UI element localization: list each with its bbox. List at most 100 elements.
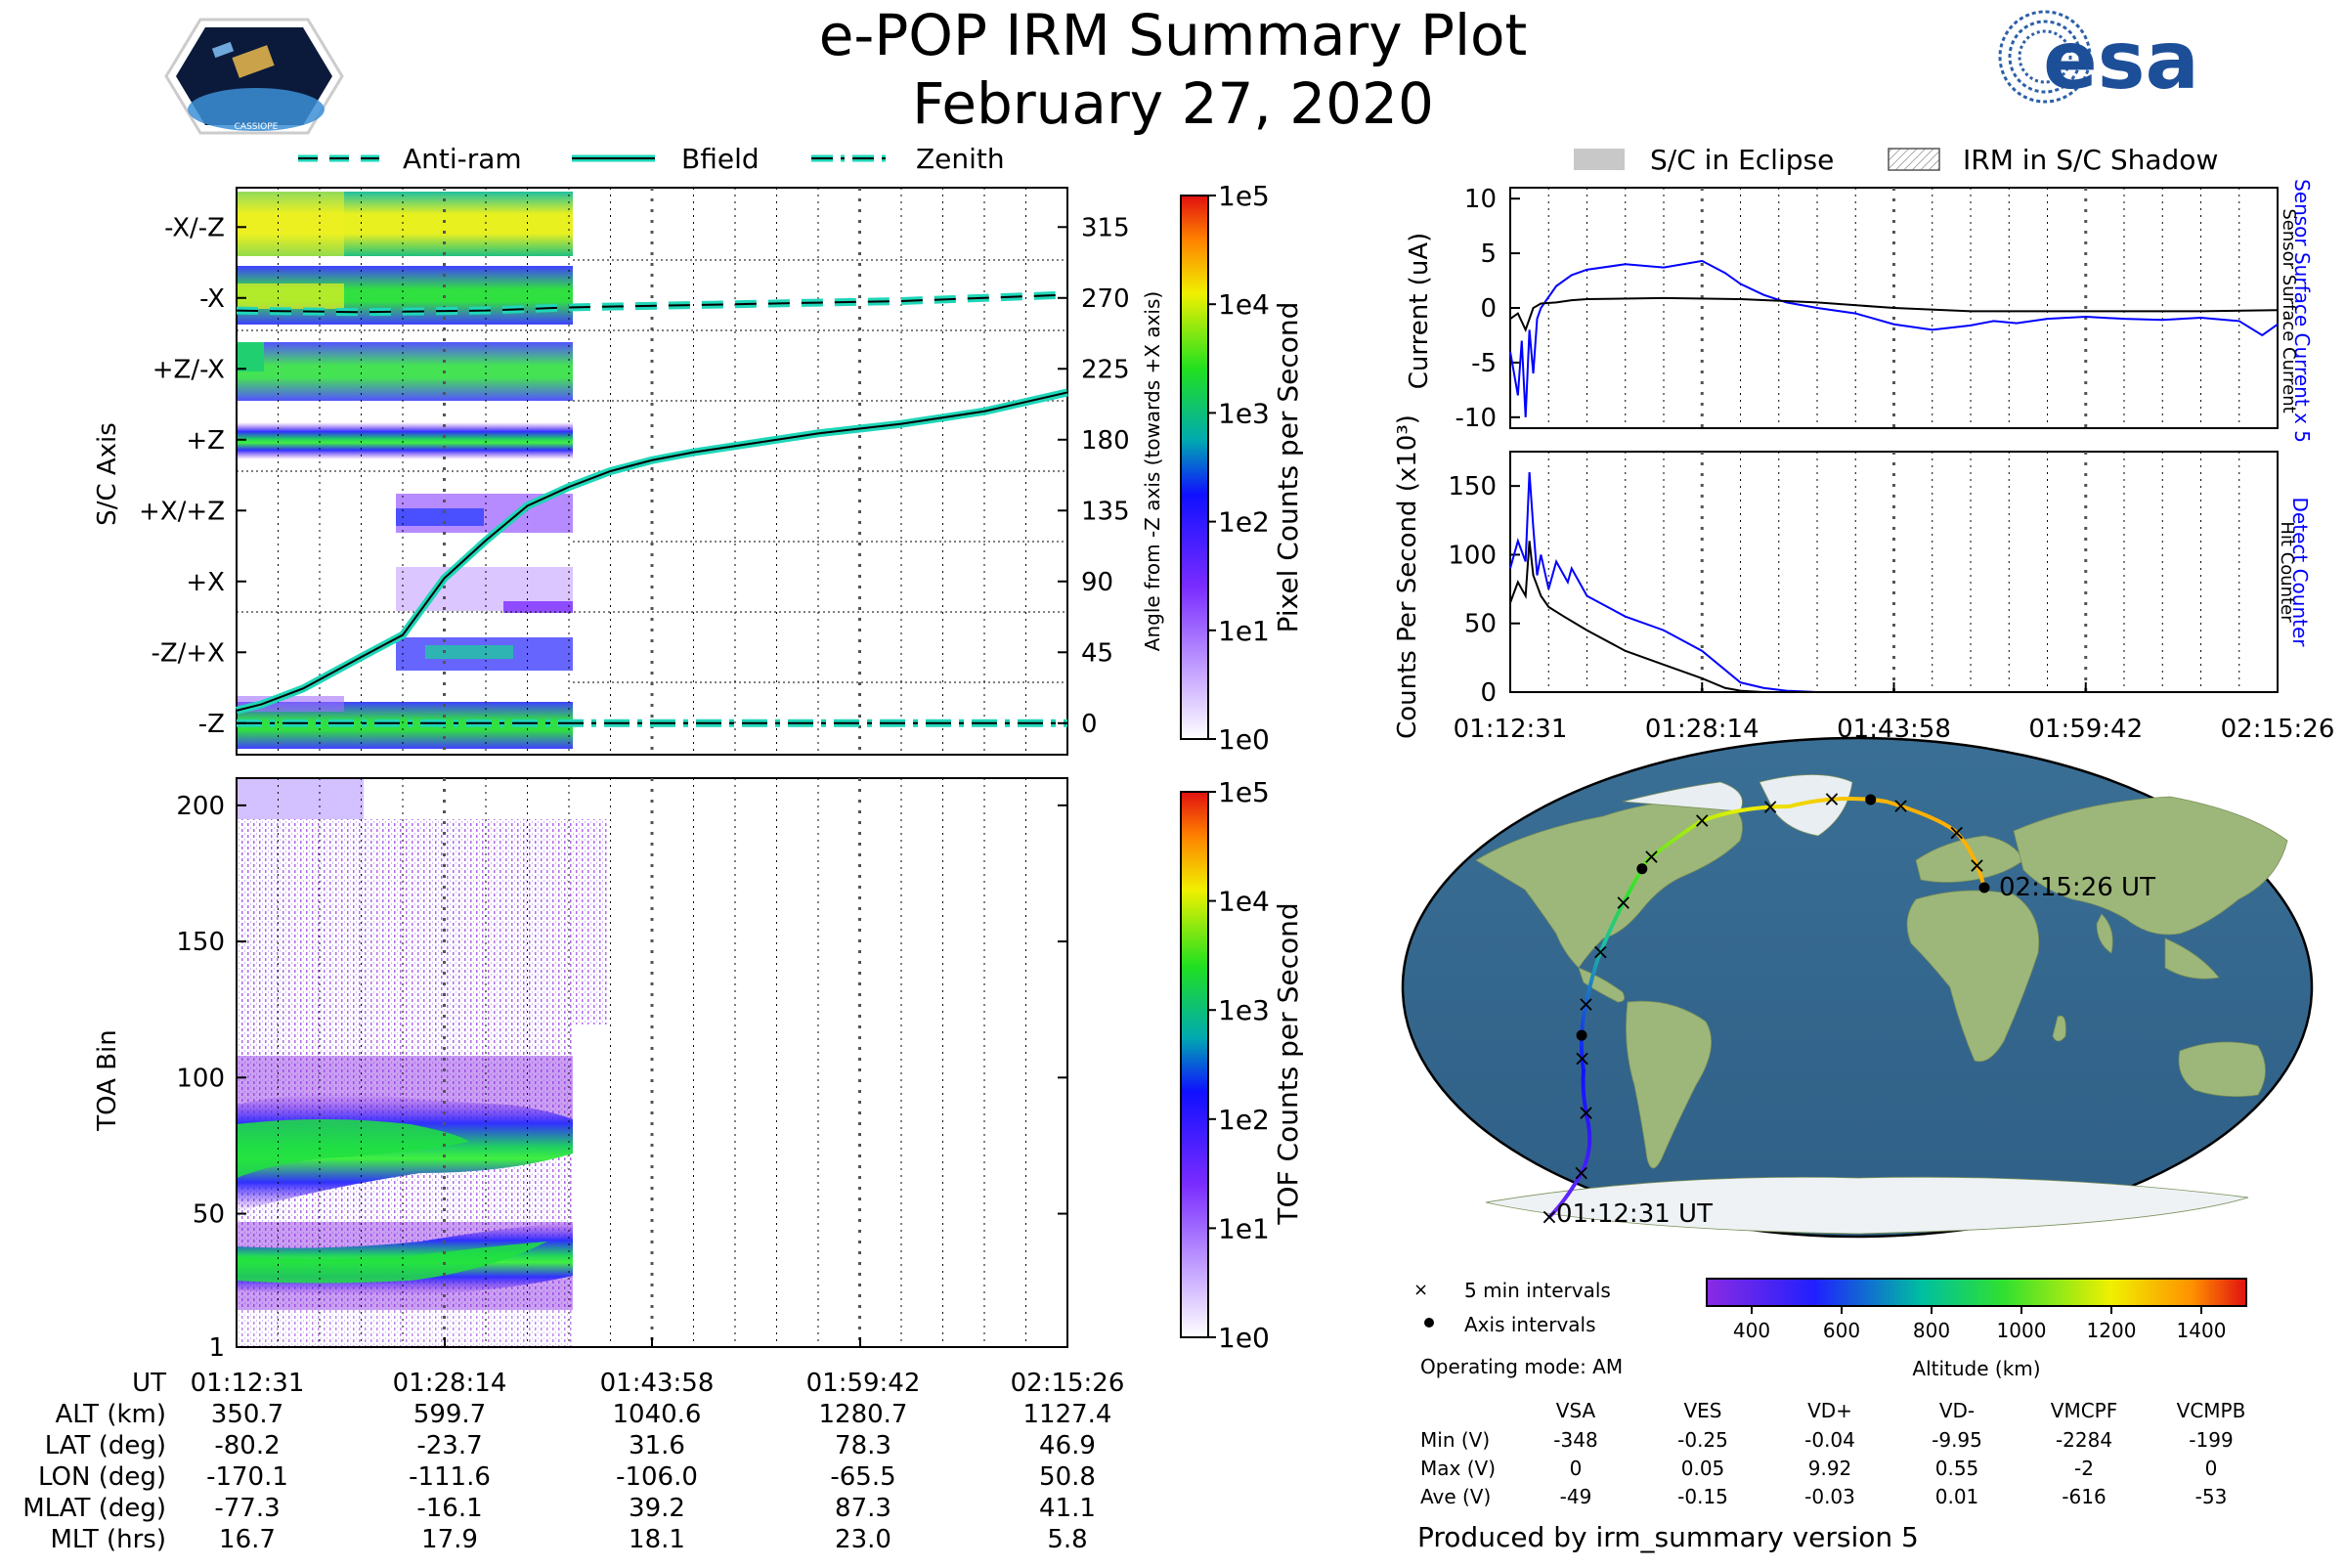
altitude-tick-label: 1400 — [2177, 1319, 2227, 1342]
ephemeris-cell: -106.0 — [616, 1462, 698, 1492]
altitude-colorbar-label: Altitude (km) — [1912, 1357, 2040, 1380]
ephemeris-cell: 50.8 — [1039, 1462, 1096, 1492]
current-right-label-blue: Sensor Surface Current x 5 — [2290, 179, 2314, 443]
colorbar-tick-label: 1e4 — [1218, 886, 1270, 918]
axis-interval-marker — [1865, 794, 1877, 806]
five-min-marker: × — [1823, 788, 1841, 812]
toa-ytick-label: 150 — [176, 928, 225, 957]
sc-axis-category-label: -X/-Z — [164, 213, 225, 242]
five-min-marker: × — [1642, 845, 1660, 869]
orbit-map: ×××××××××× × ××× 01:12:31 UT 02:15:26 UT — [1401, 736, 2314, 1239]
ephemeris-cell: -65.5 — [830, 1462, 895, 1492]
voltage-cell: 0 — [2205, 1457, 2218, 1480]
sc-axis-angle-labels: 315 270 225 180 135 90 45 0 — [1058, 213, 1130, 739]
pixel-colorbar: 1e5 1e4 1e3 1e2 1e1 1e0 Pixel Counts per Seco… — [1180, 180, 1304, 756]
ephemeris-cell: 01:43:58 — [600, 1369, 715, 1398]
counts-ytick-label: 100 — [1448, 541, 1497, 570]
legend-zenith: Zenith — [916, 143, 1005, 175]
voltage-cell: -2284 — [2056, 1428, 2112, 1452]
toa-heatmap — [237, 778, 608, 1347]
colorbar-tick-label: 1e2 — [1218, 1104, 1270, 1136]
esa-logo-text: esa — [2043, 15, 2199, 108]
current-panel: 10 5 0 -5 -10 Current (uA) Sensor Surface Cu… — [1405, 179, 2314, 443]
ephemeris-row-label: UT — [132, 1369, 166, 1398]
toa-ytick-label: 100 — [176, 1064, 225, 1093]
current-right-label-black: Sensor Surface Current — [2279, 208, 2299, 413]
counts-lines — [1509, 472, 2278, 693]
ephemeris-cell: -80.2 — [214, 1431, 280, 1460]
ephemeris-cell: 46.9 — [1039, 1431, 1096, 1460]
legend-eclipse-swatch — [1574, 149, 1625, 170]
ephemeris-row-label: LON (deg) — [38, 1462, 166, 1492]
axis-interval-marker — [1576, 1029, 1587, 1041]
sc-axis-lines — [236, 290, 1068, 727]
map-continents — [1475, 774, 2288, 1235]
voltage-row-label: Max (V) — [1420, 1457, 1496, 1480]
sc-axis-panel: -X/-Z -X +Z/-X +Z +X/+Z +X -Z/+X -Z 315 270 225 18… — [93, 187, 1164, 756]
current-ytick-label: 0 — [1480, 294, 1497, 324]
plot-title: e-POP IRM Summary Plot — [819, 2, 1528, 68]
orbit-markers: ×××××××××× × ××× — [1541, 788, 1990, 1230]
legend-bfield: Bfield — [681, 143, 760, 175]
five-min-marker: × — [1572, 1161, 1589, 1186]
five-min-marker: × — [1541, 1205, 1558, 1230]
line-legend: Anti-ram Bfield Zenith S/C in Eclipse IR… — [298, 143, 2218, 176]
ephemeris-cell: 23.0 — [835, 1525, 891, 1554]
colorbar-tick-label: 1e1 — [1218, 615, 1270, 647]
series-bfield — [236, 391, 1068, 712]
voltage-column-header: VMCPF — [2051, 1399, 2117, 1422]
voltage-cell: -348 — [1553, 1428, 1597, 1452]
current-ytick-label: 10 — [1464, 185, 1497, 214]
cassiope-logo: CASSIOPE — [164, 18, 344, 135]
map-start-label: 01:12:31 UT — [1556, 1199, 1713, 1229]
colorbar-tick-label: 1e3 — [1218, 397, 1270, 429]
tof-colorbar-ticks: 1e5 1e4 1e3 1e2 1e1 1e0 — [1208, 776, 1270, 1354]
five-min-marker: × — [1615, 892, 1632, 916]
legend-five-min: 5 min intervals — [1464, 1279, 1611, 1302]
voltage-column-header: VES — [1683, 1399, 1721, 1422]
sc-axis-angle-label: 225 — [1081, 355, 1130, 384]
legend-x-marker: × — [1413, 1280, 1428, 1300]
voltage-column-header: VD+ — [1807, 1399, 1852, 1422]
voltage-cell: 0.01 — [1935, 1485, 1979, 1508]
current-ytick-label: -10 — [1455, 404, 1497, 433]
ephemeris-cell: 16.7 — [219, 1525, 276, 1554]
five-min-marker: × — [1573, 1047, 1590, 1071]
legend-axis-intervals: Axis intervals — [1464, 1313, 1596, 1336]
voltage-column-header: VD- — [1939, 1399, 1975, 1422]
ephemeris-cell: 02:15:26 — [1011, 1369, 1125, 1398]
ephemeris-cell: 01:59:42 — [806, 1369, 921, 1398]
ephemeris-row-label: LAT (deg) — [45, 1431, 166, 1460]
sc-axis-angle-label: 0 — [1081, 710, 1098, 739]
voltage-cell: -0.15 — [1677, 1485, 1728, 1508]
series-anti-ram — [236, 293, 1068, 314]
voltage-cell: 0 — [1570, 1457, 1583, 1480]
ephemeris-cell: -170.1 — [206, 1462, 288, 1492]
ephemeris-cell: -111.6 — [409, 1462, 491, 1492]
sc-axis-angle-label: 270 — [1081, 284, 1130, 314]
ephemeris-cell: -23.7 — [416, 1431, 482, 1460]
colorbar-tick-label: 1e3 — [1218, 994, 1270, 1026]
sc-axis-category-label: +X/+Z — [139, 497, 225, 526]
esa-logo: esa — [1998, 10, 2199, 108]
voltage-row-label: Min (V) — [1420, 1428, 1490, 1452]
current-ylabel: Current (uA) — [1405, 233, 1434, 389]
ephemeris-cell: 17.9 — [421, 1525, 478, 1554]
sc-axis-category-label: -Z/+X — [151, 638, 225, 668]
sc-axis-category-label: -Z — [198, 710, 225, 739]
counts-right-label-blue: Detect Counter — [2288, 498, 2312, 648]
toa-vgrid — [278, 778, 1026, 1347]
sc-axis-angle-label: 90 — [1081, 568, 1113, 597]
voltage-cell: -0.25 — [1677, 1428, 1728, 1452]
voltage-cell: -0.04 — [1804, 1428, 1855, 1452]
toa-yticks: 200 150 100 50 1 — [176, 792, 1067, 1363]
voltage-cell: 0.05 — [1681, 1457, 1725, 1480]
counts-xtick-label: 01:59:42 — [2028, 715, 2143, 744]
counts-ytick-label: 0 — [1480, 678, 1497, 708]
voltage-column-header: VCMPB — [2177, 1399, 2246, 1422]
counts-xtick-label: 01:12:31 — [1454, 715, 1568, 744]
colorbar-tick-label: 1e5 — [1218, 776, 1270, 808]
ephemeris-cell: 18.1 — [629, 1525, 685, 1554]
legend-shadow: IRM in S/C Shadow — [1963, 144, 2218, 176]
